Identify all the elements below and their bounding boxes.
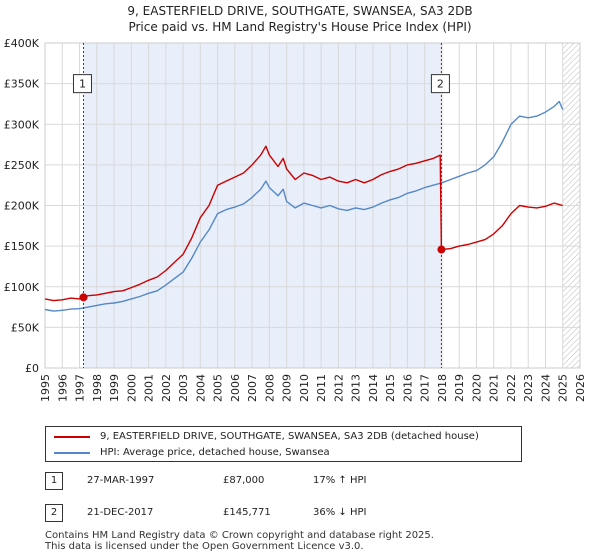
x-tick-label: 2023 xyxy=(522,374,535,402)
sale-date: 27-MAR-1997 xyxy=(87,475,155,486)
x-tick-label: 2015 xyxy=(384,374,397,402)
footer: Contains HM Land Registry data © Crown c… xyxy=(45,530,434,552)
y-tick-label: £50K xyxy=(11,321,40,334)
footer-line-1: Contains HM Land Registry data © Crown c… xyxy=(45,530,434,541)
sale-hpi-change: 17% ↑ HPI xyxy=(313,475,367,486)
y-tick-label: £150K xyxy=(4,240,40,253)
x-tick-label: 2007 xyxy=(246,374,259,402)
x-tick-label: 2003 xyxy=(177,374,190,402)
sale-marker-label: 2 xyxy=(437,78,444,91)
x-tick-label: 2016 xyxy=(401,374,414,402)
x-tick-label: 2009 xyxy=(281,374,294,402)
x-tick-label: 2018 xyxy=(436,374,449,402)
legend-line-property xyxy=(54,436,90,438)
x-tick-label: 2026 xyxy=(574,374,587,402)
x-tick-label: 2017 xyxy=(419,374,432,402)
sale-marker-box xyxy=(72,74,92,94)
x-tick-label: 2006 xyxy=(229,374,242,402)
y-tick-label: £200K xyxy=(4,200,40,213)
x-tick-label: 1999 xyxy=(108,374,121,402)
x-tick-label: 1995 xyxy=(39,374,52,402)
x-tick-label: 2022 xyxy=(505,374,518,402)
x-tick-label: 2024 xyxy=(539,374,552,402)
x-tick-label: 1998 xyxy=(91,374,104,402)
x-tick-label: 2010 xyxy=(298,374,311,402)
sale-marker-box xyxy=(430,74,450,94)
x-tick-label: 2001 xyxy=(143,374,156,402)
sale-point xyxy=(437,245,446,254)
x-tick-label: 2021 xyxy=(488,374,501,402)
series xyxy=(44,100,564,312)
legend: 9, EASTERFIELD DRIVE, SOUTHGATE, SWANSEA… xyxy=(45,426,522,462)
x-tick-label: 2012 xyxy=(332,374,345,402)
x-tick-label: 2014 xyxy=(367,374,380,402)
sale-hpi-change: 36% ↓ HPI xyxy=(313,507,367,518)
y-axis: £0 £50K £100K £150K £200K £250K £300K £350K £400… xyxy=(4,37,40,375)
price-chart: 9, EASTERFIELD DRIVE, SOUTHGATE, SWANSEA… xyxy=(4,4,587,402)
property-price-line xyxy=(44,145,563,302)
grid xyxy=(44,42,581,369)
x-tick-label: 2002 xyxy=(160,374,173,402)
x-tick-label: 2004 xyxy=(194,374,207,402)
sale-badge: 2 xyxy=(45,504,63,522)
chart-title: 9, EASTERFIELD DRIVE, SOUTHGATE, SWANSEA… xyxy=(127,4,472,18)
sale-price: £145,771 xyxy=(223,507,271,518)
x-tick-label: 2013 xyxy=(350,374,363,402)
y-tick-label: £250K xyxy=(4,159,40,172)
x-tick-label: 2000 xyxy=(125,374,138,402)
legend-label-hpi: HPI: Average price, detached house, Swan… xyxy=(100,447,330,458)
x-tick-label: 2008 xyxy=(263,374,276,402)
legend-label-property: 9, EASTERFIELD DRIVE, SOUTHGATE, SWANSEA… xyxy=(100,431,479,442)
sale-price: £87,000 xyxy=(223,475,265,486)
sale-point xyxy=(79,293,88,302)
hpi-line xyxy=(44,100,564,312)
sale-marker-label: 1 xyxy=(79,78,86,91)
legend-line-hpi xyxy=(54,452,90,454)
y-tick-label: £350K xyxy=(4,78,40,91)
y-tick-label: £300K xyxy=(4,118,40,131)
x-tick-label: 2019 xyxy=(453,374,466,402)
y-tick-label: £0 xyxy=(25,362,39,375)
x-tick-label: 1996 xyxy=(56,374,69,402)
x-tick-label: 2011 xyxy=(315,374,328,402)
x-axis: 1995 1996 1997 1998 1999 2000 2001 2002 2003 2004… xyxy=(39,374,587,402)
x-tick-label: 1997 xyxy=(74,374,87,402)
footer-line-2: This data is licensed under the Open Gov… xyxy=(45,541,364,552)
plot-frame xyxy=(44,42,581,369)
x-tick-label: 2025 xyxy=(557,374,570,402)
chart-subtitle: Price paid vs. HM Land Registry's House … xyxy=(128,20,471,34)
x-tick-label: 2020 xyxy=(470,374,483,402)
sale-date: 21-DEC-2017 xyxy=(87,507,154,518)
y-tick-label: £100K xyxy=(4,281,40,294)
sale-badge: 1 xyxy=(45,472,63,490)
x-tick-label: 2005 xyxy=(212,374,225,402)
y-tick-label: £400K xyxy=(4,37,40,50)
